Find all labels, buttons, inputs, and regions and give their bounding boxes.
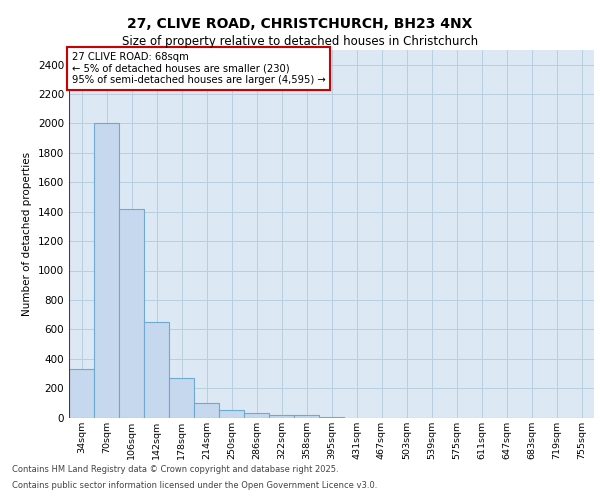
Bar <box>94 124 119 418</box>
Bar <box>194 403 219 417</box>
Bar <box>269 414 294 418</box>
Bar <box>244 413 269 418</box>
Bar <box>319 417 344 418</box>
Bar <box>219 410 244 418</box>
Text: 27, CLIVE ROAD, CHRISTCHURCH, BH23 4NX: 27, CLIVE ROAD, CHRISTCHURCH, BH23 4NX <box>127 18 473 32</box>
Bar <box>69 369 94 418</box>
Bar <box>119 209 144 418</box>
Text: 27 CLIVE ROAD: 68sqm
← 5% of detached houses are smaller (230)
95% of semi-detac: 27 CLIVE ROAD: 68sqm ← 5% of detached ho… <box>71 52 325 85</box>
Bar <box>169 378 194 418</box>
Text: Size of property relative to detached houses in Christchurch: Size of property relative to detached ho… <box>122 35 478 48</box>
Text: Contains public sector information licensed under the Open Government Licence v3: Contains public sector information licen… <box>12 480 377 490</box>
Text: Contains HM Land Registry data © Crown copyright and database right 2025.: Contains HM Land Registry data © Crown c… <box>12 466 338 474</box>
Bar <box>144 322 169 418</box>
Bar <box>294 416 319 418</box>
Y-axis label: Number of detached properties: Number of detached properties <box>22 152 32 316</box>
